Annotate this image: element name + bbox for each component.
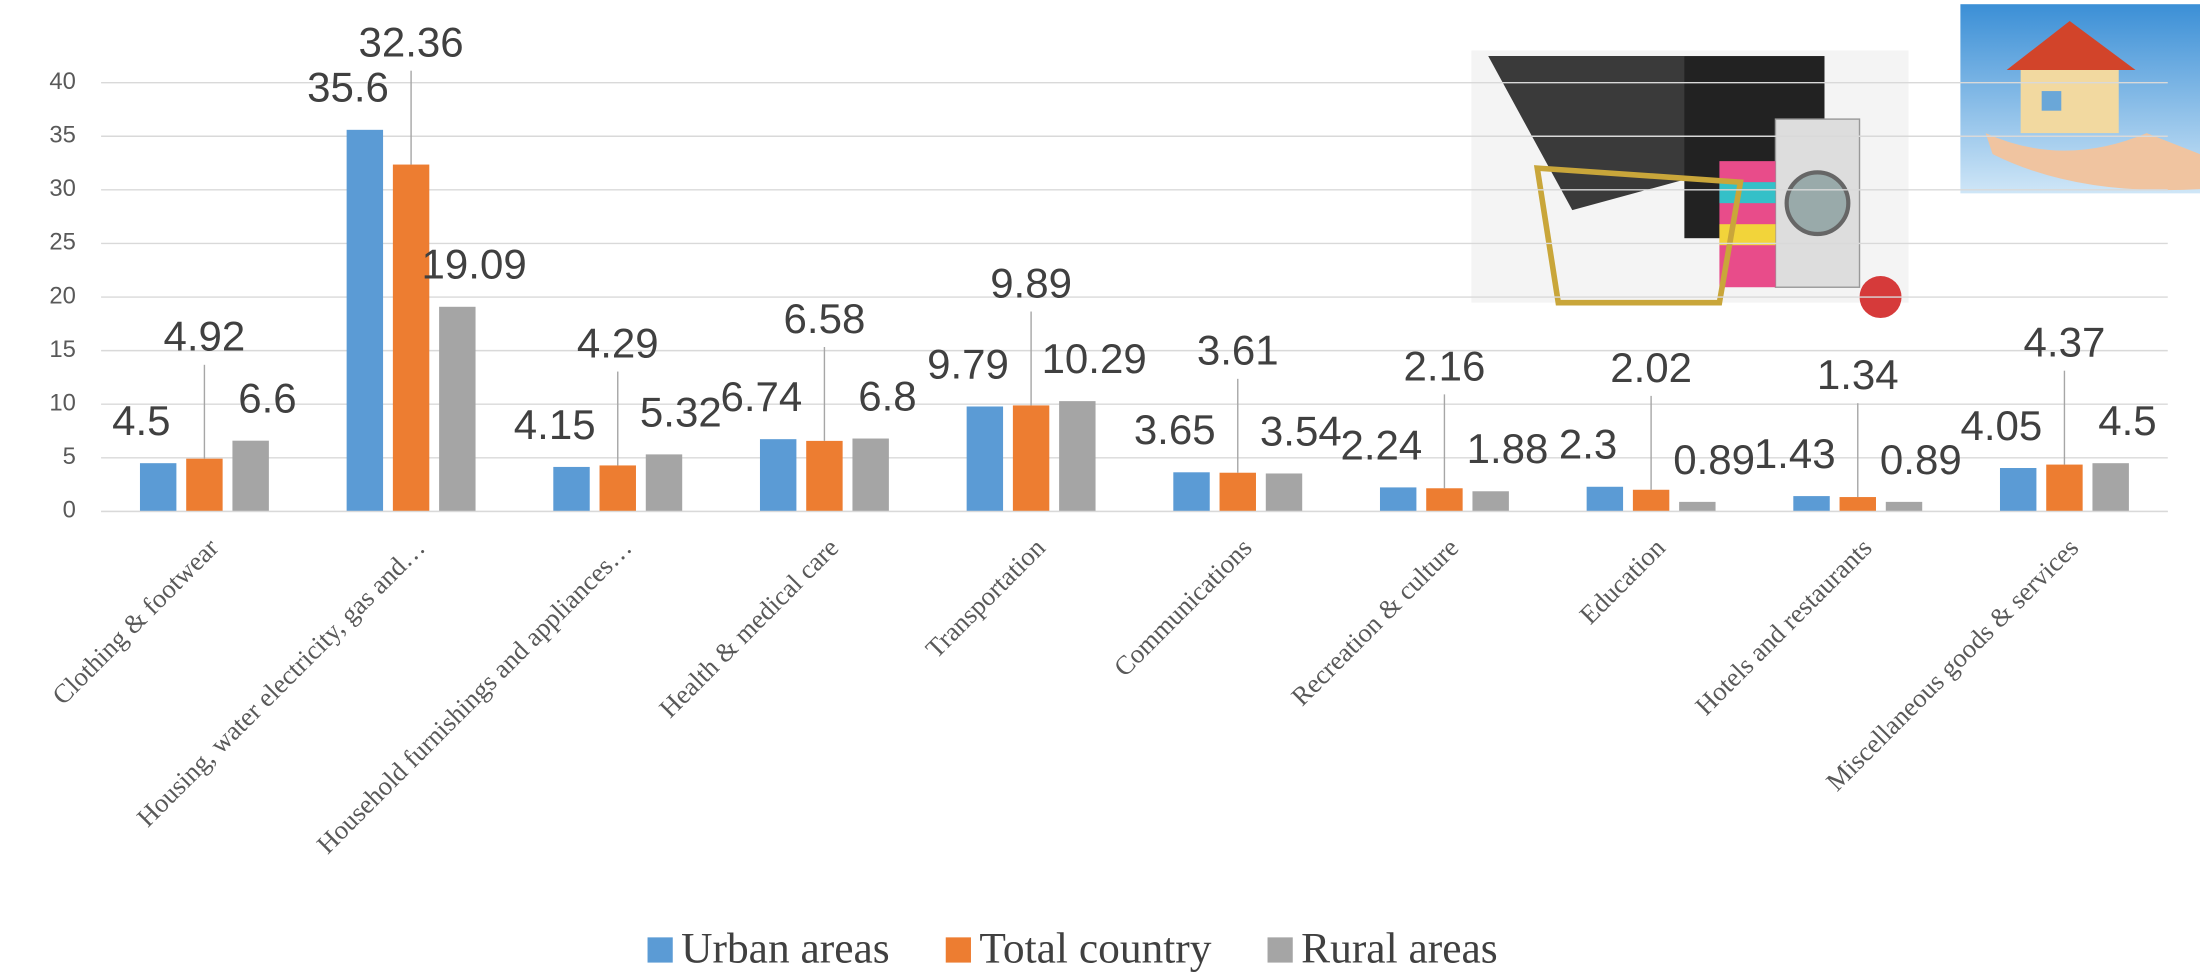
- bar: [1426, 488, 1463, 512]
- y-tick-label: 30: [49, 175, 75, 202]
- data-label: 1.34: [1817, 351, 1899, 398]
- bar: [1793, 496, 1830, 512]
- data-label: 6.74: [720, 373, 802, 420]
- data-label: 2.02: [1610, 344, 1692, 391]
- bar: [1472, 491, 1509, 512]
- data-label: 4.37: [2024, 319, 2106, 366]
- data-label: 19.09: [422, 241, 527, 288]
- y-tick-label: 10: [49, 390, 75, 417]
- data-label: 10.29: [1042, 335, 1147, 382]
- x-tick-label: Education: [1573, 532, 1671, 630]
- data-label: 1.43: [1754, 430, 1836, 477]
- x-tick-label: Health & medical care: [653, 532, 844, 723]
- bar: [852, 438, 889, 512]
- bar: [1219, 472, 1256, 512]
- data-label: 6.8: [858, 372, 916, 419]
- data-label: 0.89: [1880, 436, 1962, 483]
- photo-house: [1960, 4, 2200, 194]
- photo-shopping: [1471, 50, 1909, 319]
- data-label: 5.32: [640, 388, 722, 435]
- bar: [553, 466, 590, 512]
- bar: [186, 458, 223, 512]
- bar: [1059, 401, 1096, 512]
- y-tick-label: 5: [63, 443, 76, 470]
- bar: [1012, 405, 1050, 512]
- data-label: 4.29: [577, 319, 659, 366]
- data-label: 9.79: [927, 340, 1009, 387]
- bar: [1632, 489, 1670, 512]
- data-label: 2.24: [1340, 421, 1422, 468]
- bar: [966, 406, 1004, 512]
- bar: [2046, 464, 2083, 512]
- legend-label: Rural areas: [1301, 925, 1498, 973]
- data-label: 4.15: [514, 401, 596, 448]
- bar: [1999, 468, 2037, 512]
- legend-swatch: [647, 937, 673, 963]
- x-tick-label: Miscellaneous goods & services: [1820, 532, 2084, 796]
- y-tick-label: 20: [49, 282, 75, 309]
- data-label: 6.6: [238, 375, 296, 422]
- bar: [346, 129, 384, 512]
- data-label: 6.58: [784, 295, 866, 342]
- legend: Urban areas Total country Rural areas: [647, 925, 1498, 973]
- x-tick-label: Clothing & footwear: [46, 532, 224, 710]
- y-tick-label: 35: [49, 122, 75, 149]
- legend-label: Total country: [979, 925, 1211, 973]
- bar: [599, 465, 636, 512]
- data-label: 0.89: [1673, 436, 1755, 483]
- data-label: 32.36: [359, 19, 464, 66]
- data-label: 3.65: [1134, 406, 1216, 453]
- bar: [1885, 501, 1923, 512]
- bar: [2092, 463, 2129, 512]
- y-tick-label: 0: [63, 497, 76, 524]
- data-label: 2.3: [1559, 421, 1617, 468]
- legend-swatch: [1267, 937, 1293, 963]
- x-tick-label: Recreation & culture: [1285, 532, 1464, 711]
- data-label: 3.61: [1197, 327, 1279, 374]
- bar: [392, 164, 430, 512]
- bar: [1173, 472, 1210, 512]
- data-label: 2.16: [1404, 342, 1486, 389]
- bar: [139, 463, 177, 512]
- y-tick-label: 15: [49, 336, 75, 363]
- x-tick-label: Hotels and restaurants: [1689, 532, 1877, 720]
- data-label: 1.88: [1467, 425, 1549, 472]
- bar: [1379, 487, 1417, 512]
- data-label: 4.05: [1960, 402, 2042, 449]
- bar: [439, 306, 476, 512]
- y-tick-label: 40: [49, 68, 75, 95]
- data-label: 4.92: [164, 313, 246, 360]
- x-tick-label: Communications: [1108, 532, 1258, 682]
- bar: [1265, 473, 1303, 512]
- bar: [232, 440, 269, 512]
- data-label: 4.5: [2098, 397, 2156, 444]
- data-label: 3.54: [1260, 407, 1342, 454]
- bar: [1586, 486, 1624, 512]
- data-label: 35.6: [307, 64, 389, 111]
- data-label: 4.5: [112, 397, 170, 444]
- bar: [645, 454, 683, 512]
- bar: [806, 440, 843, 512]
- bar: [759, 439, 797, 512]
- bar: [1839, 497, 1876, 512]
- data-label: 9.89: [990, 259, 1072, 306]
- x-tick-label: Transportation: [920, 532, 1051, 663]
- legend-swatch: [945, 937, 971, 963]
- y-tick-label: 25: [49, 229, 75, 256]
- bar: [1679, 501, 1716, 512]
- legend-label: Urban areas: [681, 925, 890, 973]
